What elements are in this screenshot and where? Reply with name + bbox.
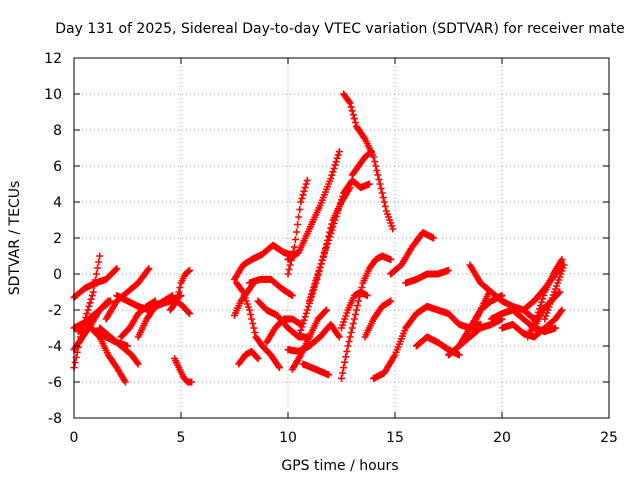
series-arc-28 — [299, 360, 333, 379]
data-point-markers — [245, 275, 296, 300]
y-tick-label: -6 — [48, 375, 62, 391]
data-point-markers — [74, 297, 114, 336]
series-arc-13 — [173, 266, 194, 305]
x-tick-label: 25 — [600, 430, 618, 446]
series-arc-05 — [87, 324, 129, 386]
data-point-markers — [87, 324, 129, 386]
series-arc-29 — [338, 252, 395, 382]
data-point-markers — [134, 292, 176, 341]
y-tick-label: 10 — [44, 87, 62, 103]
data-point-markers — [284, 148, 343, 264]
series-arc-36 — [402, 266, 452, 287]
series-arc-31 — [338, 288, 371, 332]
series-arc-06 — [74, 297, 114, 336]
y-tick-label: -2 — [48, 303, 62, 319]
data-point-markers — [96, 324, 142, 368]
series-arc-35 — [387, 229, 438, 278]
data-point-markers — [370, 302, 442, 382]
series-arc-17 — [231, 279, 258, 319]
data-point-markers — [338, 288, 371, 332]
series-arc-41 — [468, 288, 493, 332]
series-arc-30 — [340, 90, 397, 233]
series-arc-32 — [348, 148, 375, 179]
data-point-markers — [466, 261, 538, 323]
series-arc-16 — [231, 241, 298, 283]
y-tick-label: 6 — [53, 159, 62, 175]
data-series — [70, 90, 568, 386]
data-point-markers — [348, 148, 375, 179]
x-tick-label: 0 — [70, 430, 79, 446]
y-tick-label: -8 — [48, 411, 62, 427]
data-point-markers — [387, 229, 438, 278]
y-tick-label: 2 — [53, 231, 62, 247]
data-point-markers — [338, 252, 395, 382]
data-point-markers — [231, 279, 258, 319]
data-point-markers — [468, 288, 493, 332]
x-tick-label: 10 — [279, 430, 297, 446]
y-tick-label: -4 — [48, 339, 62, 355]
series-arc-27 — [305, 176, 373, 305]
data-point-markers — [173, 266, 194, 305]
axis-ticks: 0 5 10 15 20 25 -8 -6 -4 -2 0 2 4 6 8 10 12 — [44, 51, 618, 446]
series-arc-42 — [466, 261, 538, 323]
y-tick-label: 8 — [53, 123, 62, 139]
series-arc-18 — [245, 275, 296, 300]
grid-lines — [74, 58, 609, 418]
x-tick-label: 15 — [386, 430, 404, 446]
series-arc-14 — [171, 355, 196, 386]
data-point-markers — [288, 306, 331, 373]
x-axis-title: GPS time / hours — [281, 458, 398, 474]
series-arc-24 — [288, 306, 331, 373]
data-point-markers — [171, 355, 196, 386]
series-arc-11 — [134, 292, 176, 341]
x-tick-label: 5 — [177, 430, 186, 446]
series-arc-19 — [235, 347, 262, 368]
data-point-markers — [299, 360, 333, 379]
series-arc-33 — [361, 297, 395, 341]
y-axis-title: SDTVAR / TECUs — [7, 181, 23, 296]
y-tick-label: 12 — [44, 51, 62, 67]
data-point-markers — [541, 261, 568, 323]
data-point-markers — [263, 315, 305, 346]
y-tick-label: 4 — [53, 195, 62, 211]
series-arc-34 — [370, 302, 442, 382]
data-point-markers — [402, 266, 452, 287]
data-point-markers — [340, 90, 397, 233]
series-arc-48 — [541, 261, 568, 323]
chart-title: Day 131 of 2025, Sidereal Day-to-day VTE… — [55, 21, 625, 37]
data-point-markers — [361, 297, 395, 341]
series-arc-25 — [284, 148, 343, 264]
data-point-markers — [235, 347, 262, 368]
series-arc-15 — [233, 279, 283, 372]
x-tick-label: 20 — [493, 430, 511, 446]
data-point-markers — [305, 176, 373, 305]
series-arc-21 — [263, 315, 305, 346]
data-point-markers — [231, 241, 298, 283]
y-tick-label: 0 — [53, 267, 62, 283]
data-point-markers — [233, 279, 283, 372]
series-arc-07 — [96, 324, 142, 368]
